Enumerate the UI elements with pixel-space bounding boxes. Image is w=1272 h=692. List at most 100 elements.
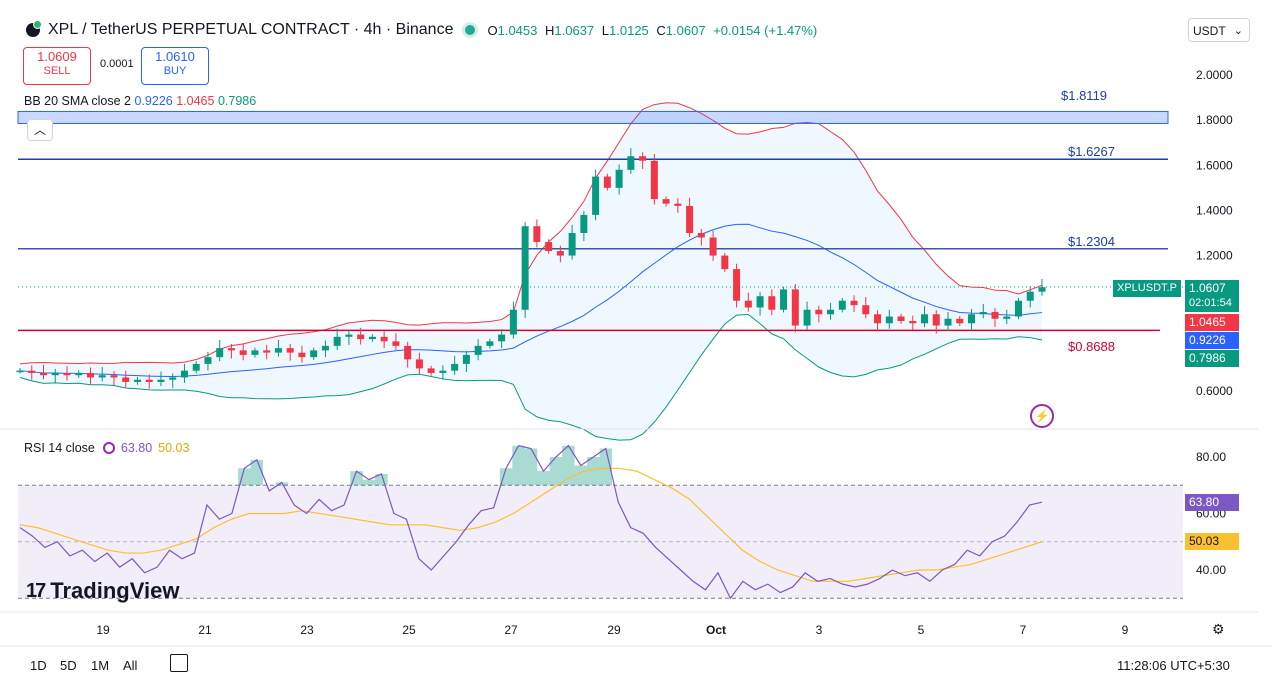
currency-select[interactable]: USDT ⌄	[1188, 18, 1250, 42]
candle-body	[28, 370, 36, 373]
candle-body	[122, 377, 130, 382]
price-tick-label: 1.4000	[1196, 203, 1233, 217]
candle-body	[98, 375, 106, 378]
candle-body	[932, 314, 940, 326]
candle-body	[180, 370, 188, 378]
candle-body	[474, 345, 482, 355]
rsi-line	[19, 444, 1043, 600]
symbol-logo-icon	[26, 20, 42, 37]
rsi-ma-value: 50.03	[158, 441, 190, 455]
rsi-ma-line	[19, 467, 1043, 582]
price-tick-label: 1.6000	[1196, 158, 1233, 172]
bb-legend[interactable]: BB 20 SMA close 2 0.9226 1.0465 0.7986	[24, 94, 257, 108]
clock: 11:28:06 UTC+5:30	[1117, 658, 1230, 673]
range-5d[interactable]: 5D	[60, 658, 77, 673]
candle-body	[75, 372, 83, 376]
candle-body	[333, 336, 341, 346]
market-status-icon	[465, 25, 476, 35]
bb-basis-tag: 0.9226	[1185, 332, 1239, 349]
chevron-up-icon: ︿	[33, 123, 46, 137]
candle-body	[145, 379, 153, 382]
candle-body	[568, 233, 576, 256]
candle-body	[979, 312, 987, 315]
indicator-loading-icon	[102, 442, 115, 454]
candle-body	[263, 350, 271, 353]
lightning-icon[interactable]: ⚡	[1030, 404, 1054, 428]
calendar-icon[interactable]	[170, 654, 188, 672]
candle-body	[169, 377, 177, 380]
candle-body	[827, 309, 835, 315]
candle-body	[968, 314, 976, 324]
candle-body	[521, 226, 529, 310]
rsi-legend[interactable]: RSI 14 close 63.80 50.03	[24, 441, 190, 455]
rsi-tag: 63.80	[1185, 494, 1239, 511]
bb-basis-value: 0.9226	[134, 94, 173, 108]
candle-body	[556, 251, 564, 256]
candle-body	[650, 160, 658, 200]
rsi-ma-tag: 50.03	[1185, 533, 1239, 550]
candle-body	[756, 296, 764, 308]
candle-body	[803, 309, 811, 326]
collapse-legend-button[interactable]: ︿	[27, 119, 53, 141]
candle-body	[780, 289, 788, 310]
candle-body	[1026, 291, 1034, 301]
candle-body	[321, 345, 329, 351]
candle-body	[592, 176, 600, 215]
bb-lower-line	[19, 314, 1043, 441]
candle-body	[838, 300, 846, 310]
range-1m[interactable]: 1M	[91, 658, 110, 673]
hline-label-4: $0.8688	[1068, 339, 1115, 354]
candle-body	[486, 341, 494, 346]
candle-body	[815, 309, 823, 315]
price-tick-label: 1.8000	[1196, 113, 1233, 127]
candle-body	[662, 199, 670, 204]
candle-body	[909, 321, 917, 324]
candle-body	[603, 176, 611, 188]
candle-body	[415, 359, 423, 369]
candle-body	[1003, 316, 1011, 319]
candles	[16, 148, 1046, 389]
tradingview-logo-icon: 17	[26, 579, 46, 602]
time-tick-label: 3	[816, 623, 823, 637]
chevron-down-icon: ⌄	[1233, 25, 1243, 37]
ohlc-readout: O1.0453 H1.0637 L1.0125 C1.0607 +0.0154 …	[487, 22, 818, 38]
candle-body	[368, 336, 376, 340]
settings-gear-icon[interactable]: ⚙	[1212, 621, 1225, 637]
candle-body	[509, 309, 517, 335]
time-tick-label: 25	[402, 623, 416, 637]
rsi-value: 63.80	[120, 441, 153, 455]
bb-fill	[20, 102, 1042, 441]
candle-body	[850, 300, 858, 306]
candle-body	[885, 316, 893, 324]
hline-1811	[17, 110, 1169, 124]
range-all[interactable]: All	[123, 658, 138, 673]
candle-body	[227, 348, 235, 351]
range-1d[interactable]: 1D	[30, 658, 47, 673]
candle-body	[733, 269, 741, 301]
buy-button[interactable]: 1.0610 BUY	[141, 47, 209, 85]
candle-body	[110, 375, 118, 378]
sell-button[interactable]: 1.0609 SELL	[23, 47, 91, 85]
candle-body	[357, 334, 365, 340]
symbol-title[interactable]: XPL / TetherUS PERPETUAL CONTRACT · 4h ·…	[48, 21, 454, 38]
candle-body	[697, 233, 705, 238]
candle-body	[1038, 287, 1046, 292]
candle-body	[133, 379, 141, 382]
time-tick-label: 9	[1122, 623, 1129, 637]
candle-body	[392, 341, 400, 346]
candle-body	[545, 242, 553, 252]
candle-body	[204, 357, 212, 364]
rsi-overbought-fill	[238, 445, 613, 486]
candle-body	[192, 363, 200, 371]
candle-body	[404, 345, 412, 360]
candle-body	[251, 350, 259, 355]
candle-body	[1015, 300, 1023, 317]
time-tick-label: 7	[1020, 623, 1027, 637]
candle-body	[768, 296, 776, 310]
candle-body	[157, 379, 165, 382]
candle-body	[791, 289, 799, 326]
hline-label-2: $1.6267	[1068, 144, 1115, 159]
bb-upper-tag: 1.0465	[1185, 314, 1239, 331]
time-tick-label: Oct	[706, 623, 726, 637]
